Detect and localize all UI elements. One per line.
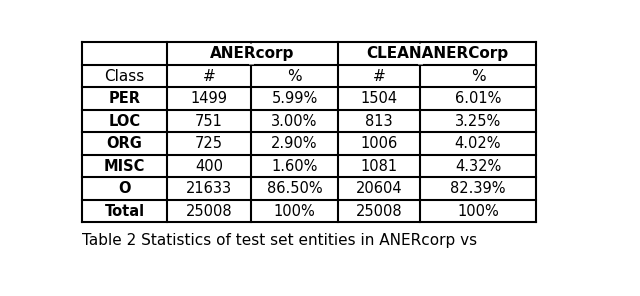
- Text: 813: 813: [365, 114, 393, 129]
- Text: 82.39%: 82.39%: [451, 181, 506, 196]
- Text: 6.01%: 6.01%: [455, 91, 501, 106]
- Text: 1006: 1006: [360, 136, 397, 151]
- Text: Table 2 Statistics of test set entities in ANERcorp vs: Table 2 Statistics of test set entities …: [83, 233, 477, 248]
- Text: #: #: [203, 69, 215, 83]
- Text: 25008: 25008: [186, 204, 232, 219]
- Text: CLEANANERCorp: CLEANANERCorp: [366, 46, 508, 61]
- Text: 725: 725: [195, 136, 223, 151]
- Text: %: %: [471, 69, 485, 83]
- Text: Class: Class: [104, 69, 145, 83]
- Text: Total: Total: [104, 204, 145, 219]
- Text: ORG: ORG: [107, 136, 143, 151]
- Text: 86.50%: 86.50%: [267, 181, 323, 196]
- Text: #: #: [372, 69, 385, 83]
- Text: 3.25%: 3.25%: [455, 114, 501, 129]
- Text: 100%: 100%: [457, 204, 499, 219]
- Text: 1.60%: 1.60%: [271, 159, 317, 174]
- Text: %: %: [287, 69, 302, 83]
- Text: 20604: 20604: [356, 181, 402, 196]
- Text: 751: 751: [195, 114, 223, 129]
- Text: MISC: MISC: [104, 159, 145, 174]
- Text: 21633: 21633: [186, 181, 232, 196]
- Text: 1504: 1504: [360, 91, 397, 106]
- Text: 100%: 100%: [274, 204, 316, 219]
- Text: 1499: 1499: [191, 91, 227, 106]
- Text: 4.02%: 4.02%: [455, 136, 501, 151]
- Text: 400: 400: [195, 159, 223, 174]
- Text: LOC: LOC: [109, 114, 141, 129]
- Text: 2.90%: 2.90%: [271, 136, 318, 151]
- Text: 25008: 25008: [356, 204, 402, 219]
- Text: 3.00%: 3.00%: [271, 114, 317, 129]
- Text: 5.99%: 5.99%: [271, 91, 317, 106]
- Text: ANERcorp: ANERcorp: [210, 46, 294, 61]
- Text: O: O: [118, 181, 131, 196]
- Text: 4.32%: 4.32%: [455, 159, 501, 174]
- Text: 1081: 1081: [360, 159, 397, 174]
- Text: PER: PER: [109, 91, 141, 106]
